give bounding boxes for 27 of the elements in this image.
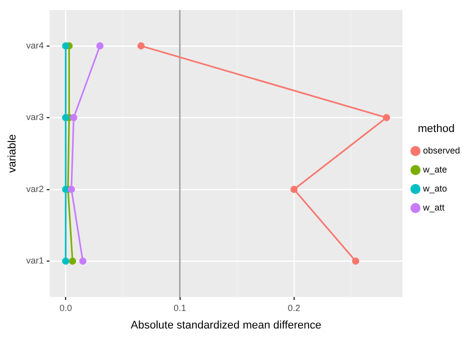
legend-label: w_ato bbox=[422, 184, 448, 194]
point bbox=[290, 186, 298, 193]
point bbox=[70, 114, 78, 122]
y-tick-label: var2 bbox=[26, 184, 44, 194]
point bbox=[68, 186, 75, 193]
point bbox=[137, 42, 145, 50]
point bbox=[96, 42, 104, 50]
point bbox=[382, 114, 390, 122]
x-tick-label: 0.0 bbox=[59, 302, 72, 313]
point bbox=[68, 258, 76, 265]
legend-label: w_ate bbox=[422, 164, 448, 175]
point bbox=[352, 258, 360, 265]
y-tick-label: var4 bbox=[26, 40, 44, 50]
y-axis-title: variable bbox=[6, 134, 19, 173]
y-tick-label: var3 bbox=[26, 112, 44, 122]
legend-label: w_att bbox=[422, 202, 445, 213]
point bbox=[62, 186, 70, 193]
x-tick-label: 0.2 bbox=[288, 302, 300, 313]
legend-label: observed bbox=[422, 146, 460, 156]
point bbox=[62, 114, 70, 122]
y-tick-label: var1 bbox=[26, 256, 44, 266]
point bbox=[62, 258, 70, 265]
point bbox=[79, 258, 86, 265]
x-axis-title: Absolute standardized mean difference bbox=[130, 319, 322, 332]
x-tick-label: 0.1 bbox=[174, 302, 186, 313]
point bbox=[62, 42, 70, 50]
legend-title: method bbox=[418, 122, 455, 135]
